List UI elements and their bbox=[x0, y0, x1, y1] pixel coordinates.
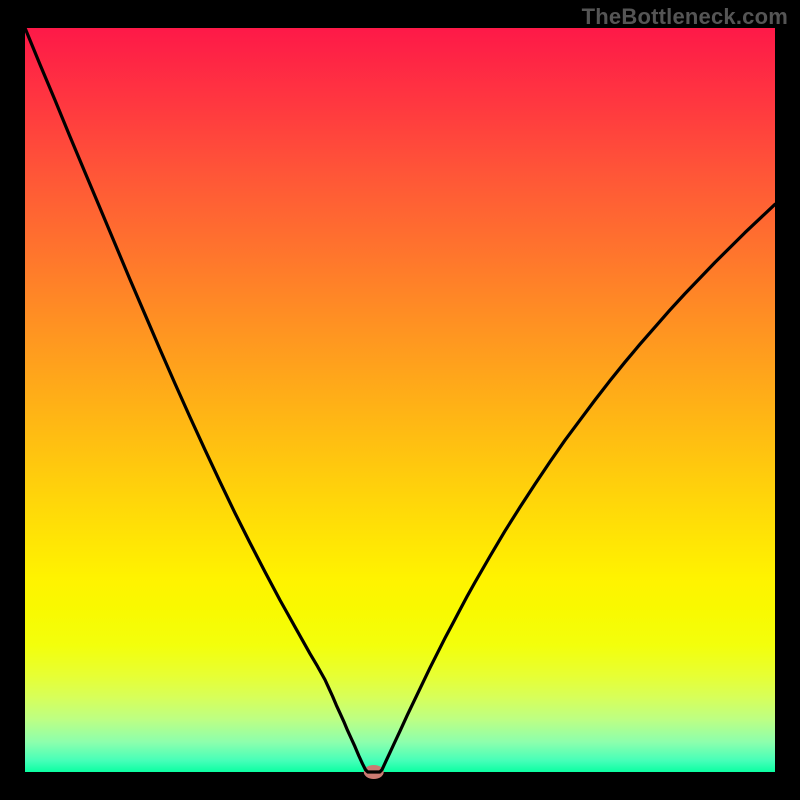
chart-stage: TheBottleneck.com bbox=[0, 0, 800, 800]
plot-background bbox=[25, 28, 775, 772]
bottleneck-plot bbox=[0, 0, 800, 800]
watermark-text: TheBottleneck.com bbox=[582, 4, 788, 30]
